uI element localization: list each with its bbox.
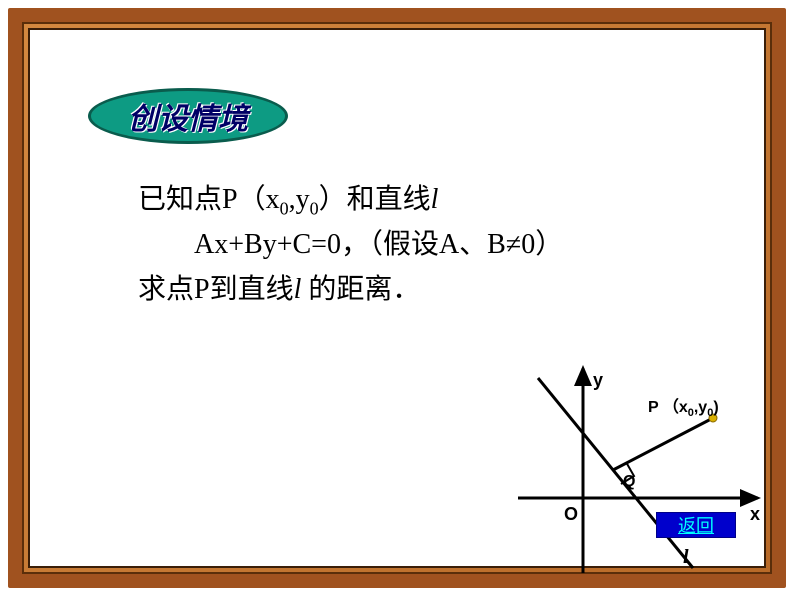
y-axis-label: y <box>593 370 603 390</box>
text-segment: ,y <box>289 184 310 215</box>
problem-line-1: 已知点P（x0,y0）和直线l <box>138 178 563 223</box>
problem-line-2: Ax+By+C=0，（假设A、B≠0） <box>138 223 563 268</box>
line-l-label: l <box>683 546 689 568</box>
text-segment: ）和直线 <box>319 184 431 215</box>
frame-outer: 创设情境 已知点P（x0,y0）和直线l Ax+By+C=0，（假设A、B≠0）… <box>8 8 786 588</box>
text-segment: 求点P到直线 <box>138 274 294 305</box>
line-symbol: l <box>431 184 439 215</box>
x-axis-label: x <box>750 504 760 524</box>
origin-label: O <box>564 504 578 524</box>
subscript: 0 <box>310 199 319 219</box>
section-badge-text: 创设情境 <box>128 94 248 138</box>
subscript: 0 <box>280 199 289 219</box>
problem-text: 已知点P（x0,y0）和直线l Ax+By+C=0，（假设A、B≠0） 求点P到… <box>138 178 563 313</box>
return-button-label: 返回 <box>678 516 714 536</box>
text-segment: 的距离． <box>301 274 420 305</box>
point-p-label: P （x0,y0) <box>648 398 719 419</box>
frame-mid: 创设情境 已知点P（x0,y0）和直线l Ax+By+C=0，（假设A、B≠0）… <box>22 22 772 574</box>
return-button[interactable]: 返回 <box>656 512 736 538</box>
diagram-svg: y x O l Q P （x0,y0) <box>508 358 794 588</box>
point-q-label: Q <box>623 473 635 490</box>
slide-content: 创设情境 已知点P（x0,y0）和直线l Ax+By+C=0，（假设A、B≠0）… <box>58 58 736 538</box>
frame-inner: 创设情境 已知点P（x0,y0）和直线l Ax+By+C=0，（假设A、B≠0）… <box>28 28 766 568</box>
text-segment: 已知点P（x <box>138 184 280 215</box>
perpendicular-line <box>613 418 713 470</box>
section-badge: 创设情境 <box>88 88 288 144</box>
coordinate-diagram: y x O l Q P （x0,y0) <box>508 358 794 588</box>
problem-line-3: 求点P到直线l 的距离． <box>138 268 563 313</box>
